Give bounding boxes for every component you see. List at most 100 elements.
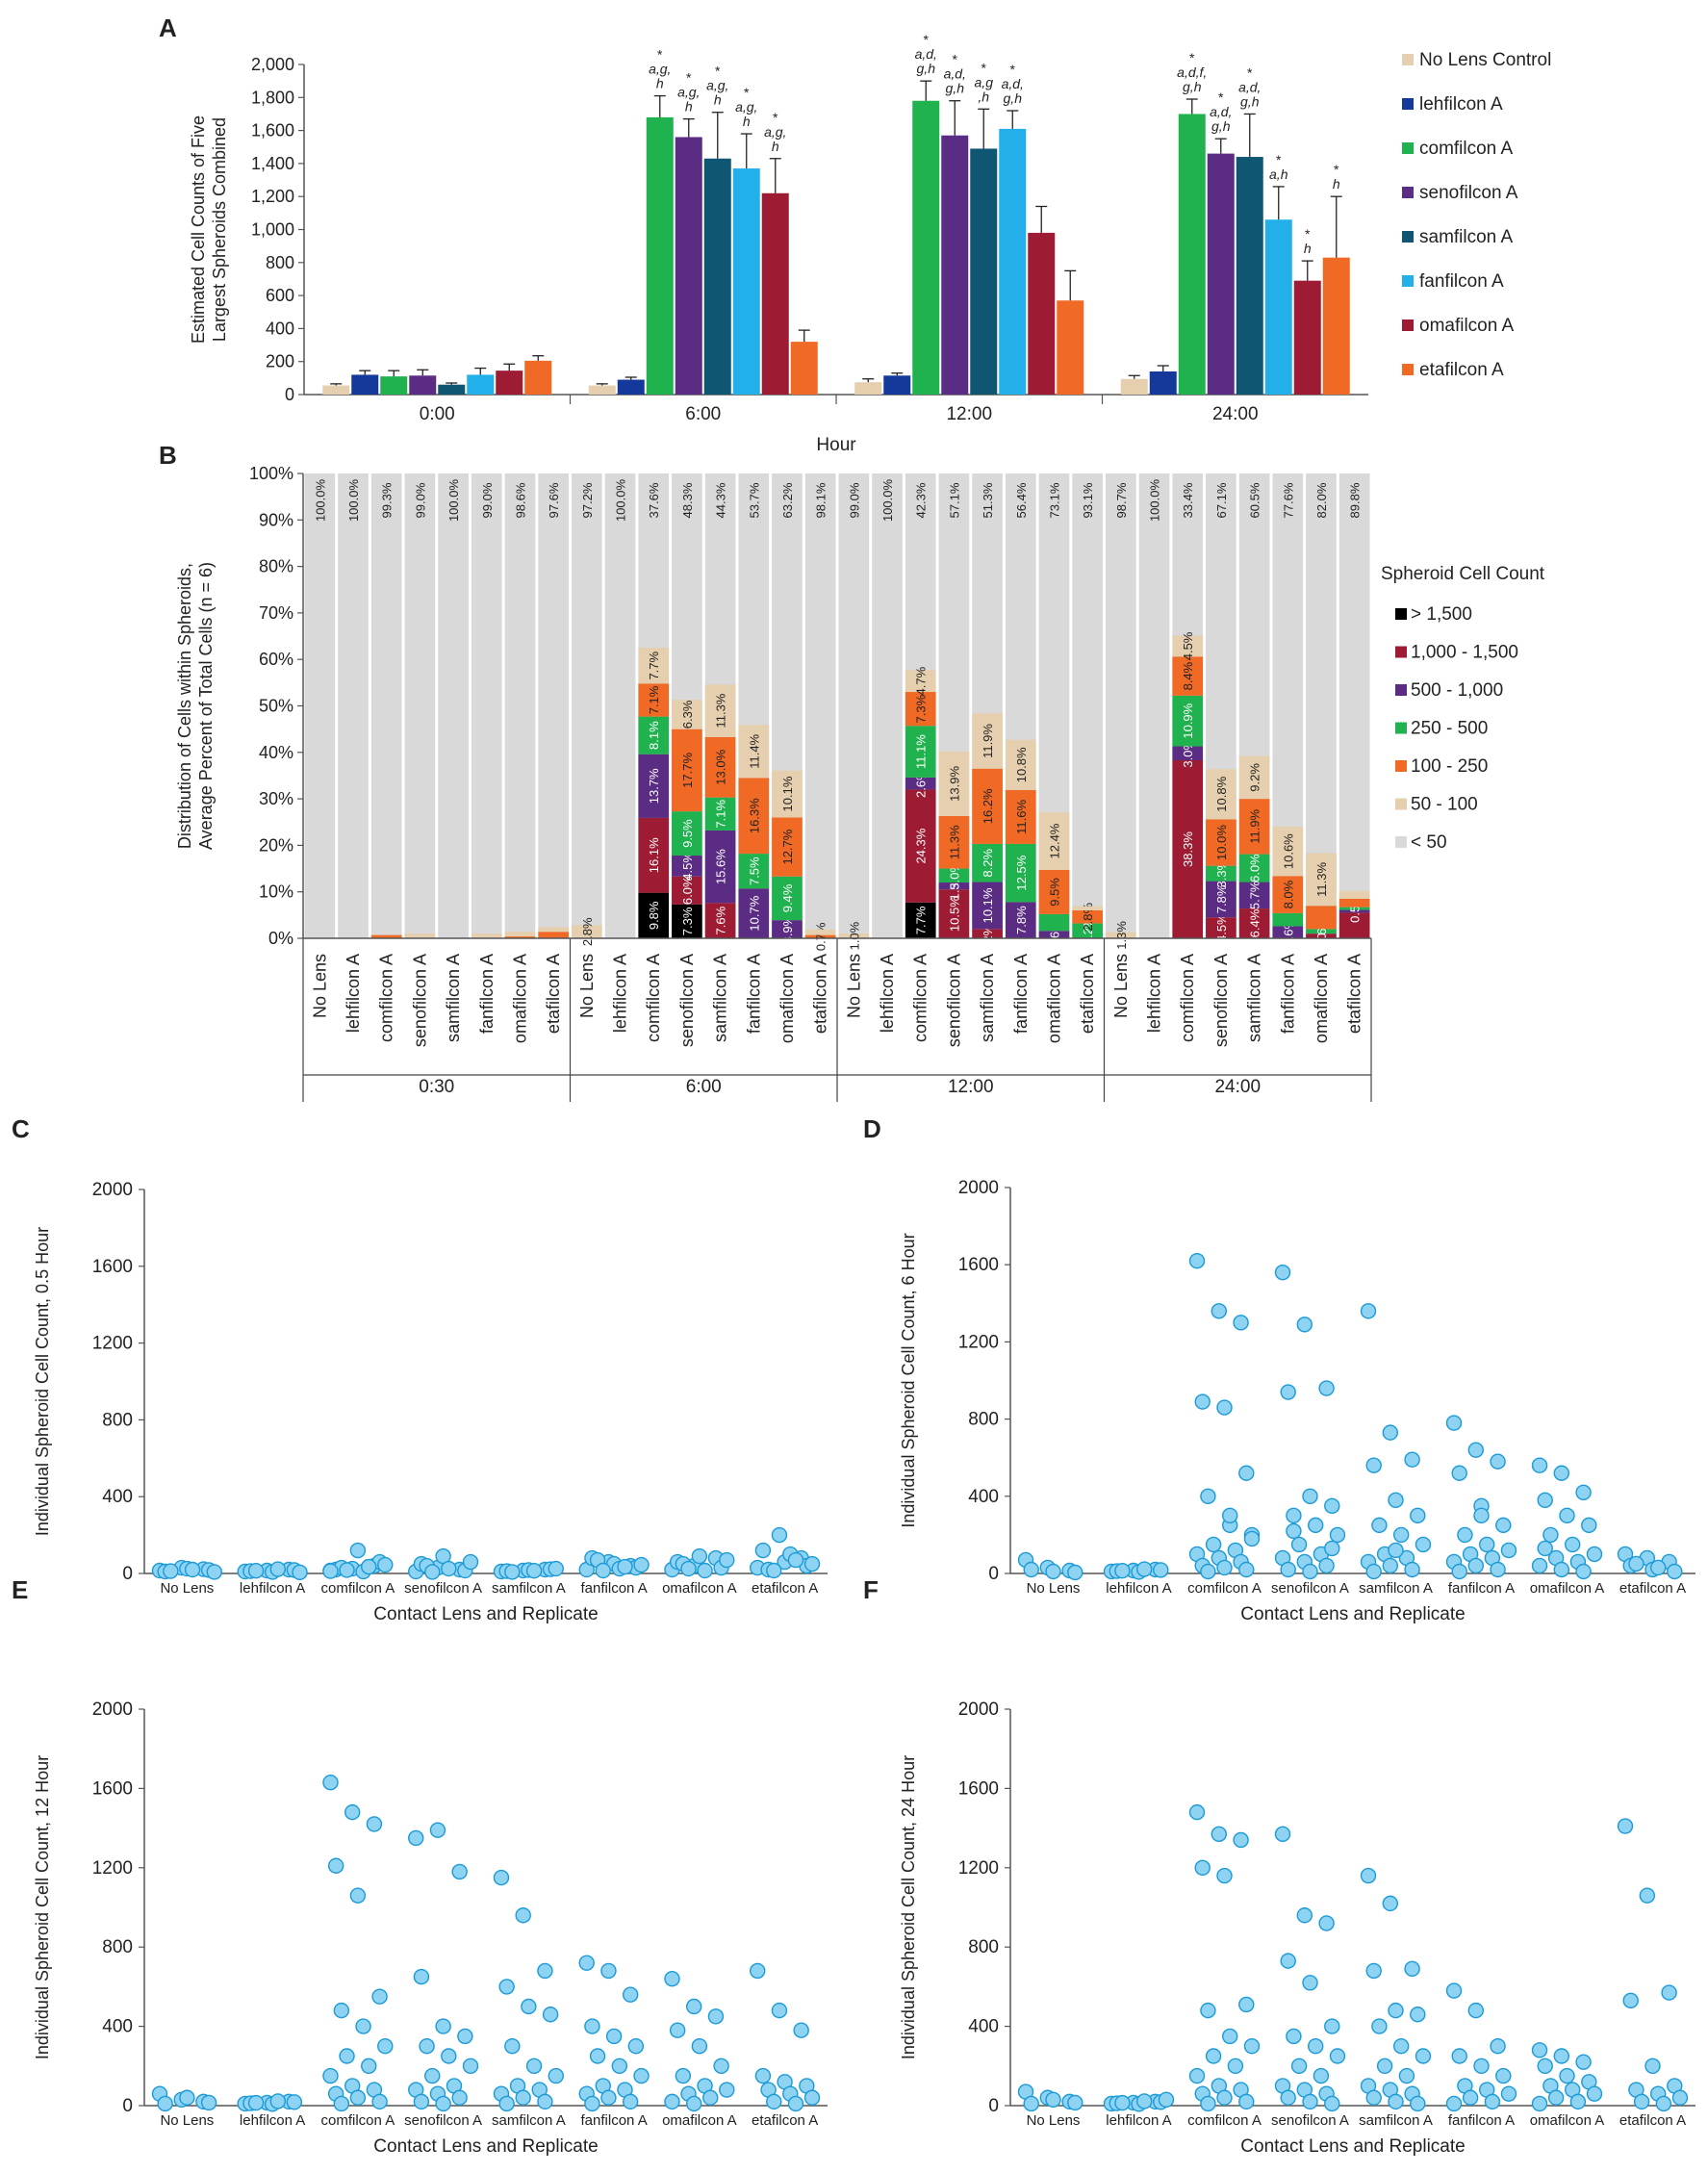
panel-b-bar-segment <box>1338 912 1370 938</box>
panel-c-y-tick-label: 1200 <box>92 1334 133 1354</box>
panel-e-data-point <box>498 2095 515 2112</box>
panel-b-segment-label: 13.0% <box>714 749 728 784</box>
panel-d-data-point <box>1559 1507 1575 1524</box>
panel-f-data-point <box>1569 2093 1587 2110</box>
panel-d-x-tick-label: samfilcon A <box>1359 1580 1433 1597</box>
panel-b-segment-label: 8.1% <box>647 721 661 750</box>
panel-f-data-point <box>1023 2095 1039 2112</box>
panel-b-bar-segment <box>1306 933 1337 938</box>
panel-a-significance-label: a,g, <box>706 78 728 93</box>
panel-b-bar-segment <box>1272 912 1304 927</box>
panel-f-data-point <box>1410 2007 1426 2023</box>
panel-f-data-point <box>1324 2018 1340 2034</box>
panel-a-legend-swatch <box>1402 142 1414 154</box>
panel-c-data-point <box>617 1558 633 1575</box>
panel-e-data-point <box>622 1986 639 2003</box>
panel-b-legend-swatch <box>1395 608 1407 620</box>
panel-b-x-tick-label: lehfilcon A <box>611 954 630 1033</box>
panel-a-bar <box>912 100 940 395</box>
panel-b-bar-segment <box>1272 876 1304 913</box>
panel-a-y-tick-label: 1,200 <box>251 187 294 206</box>
panel-e-data-point <box>344 1803 361 1821</box>
panel-a-significance-label: ,h <box>978 89 989 104</box>
panel-a-y-tick-label: 1,400 <box>251 154 294 173</box>
panel-c-data-point <box>766 1562 782 1579</box>
panel-c-data-point <box>269 1561 287 1577</box>
panel-f-data-point <box>1639 1887 1656 1904</box>
panel-b-bar-segment <box>672 904 702 938</box>
panel-c-data-point <box>803 1555 821 1572</box>
panel-b-bar-segment <box>1338 907 1370 910</box>
panel-f-data-point <box>1462 2089 1479 2106</box>
panel-b-bar-segment <box>404 933 436 938</box>
panel-a-bar <box>1149 371 1177 395</box>
panel-b-bar-segment <box>1206 819 1236 866</box>
panel-b-lt50-label: 73.1% <box>1047 482 1061 518</box>
panel-d-data-point <box>1365 1457 1382 1473</box>
panel-a-bar <box>617 379 645 395</box>
panel-d-data-point <box>1302 1488 1318 1505</box>
panel-a-significance-label: g,h <box>1240 93 1260 109</box>
panel-c-y-tick-label: 800 <box>102 1410 133 1430</box>
panel-b-lt50-label: 60.5% <box>1248 482 1262 518</box>
panel-b-bar-segment <box>1338 909 1370 913</box>
panel-b-bar-segment-lt50 <box>471 473 502 938</box>
panel-d-data-point <box>1200 1563 1216 1580</box>
panel-e-data-point <box>589 2048 606 2064</box>
panel-e-data-point <box>333 2095 350 2112</box>
panel-b-bar-segment <box>638 716 670 754</box>
panel-a-significance-label: a,d, <box>1002 76 1024 91</box>
panel-f-data-point <box>1586 2085 1603 2102</box>
panel-c-data-point <box>361 1558 377 1575</box>
panel-d-data-point <box>1216 1399 1233 1416</box>
panel-e-data-point <box>750 1962 766 1980</box>
panel-c-data-point <box>595 1562 611 1579</box>
panel-e-data-point <box>664 2093 680 2110</box>
panel-a-significance-label: g,h <box>946 81 965 96</box>
panel-e-data-point <box>771 2002 788 2019</box>
panel-c-data-point <box>754 1542 772 1559</box>
panel-b-x-tick-label: samfilcon A <box>444 954 463 1042</box>
panel-b-legend-label: 1,000 - 1,500 <box>1411 643 1518 663</box>
panel-b-bar-segment <box>938 815 970 869</box>
panel-f-data-point <box>1200 2095 1216 2112</box>
panel-e-data-point <box>247 2094 265 2111</box>
panel-f-data-point <box>1500 2085 1517 2102</box>
panel-b-bar-segment <box>972 882 1003 930</box>
panel-e-data-point <box>349 1887 367 1904</box>
panel-d-data-point <box>1360 1303 1377 1319</box>
panel-b-x-tick-label: fanfilcon A <box>477 954 497 1034</box>
panel-c-x-tick-label: etafilcon A <box>752 1580 818 1597</box>
panel-b-x-tick-label: comfilcon A <box>644 954 663 1042</box>
panel-a-significance-label: h <box>714 92 722 108</box>
panel-b-lt50-label: 100.0% <box>614 479 628 523</box>
panel-e-data-point <box>424 2067 441 2084</box>
panel-b-x-tick-label: etafilcon A <box>544 954 563 1034</box>
panel-e-data-point <box>349 2089 367 2106</box>
panel-c-data-point <box>548 1560 564 1577</box>
panel-b-segment-label: 24.3% <box>914 828 929 863</box>
panel-f-data-point <box>1415 2048 1432 2064</box>
panel-f-data-point <box>1371 2018 1388 2034</box>
panel-b-y-tick-label: 70% <box>259 603 293 623</box>
panel-b-x-tick-label: senofilcon A <box>677 954 697 1047</box>
panel-a-bar <box>351 374 379 395</box>
panel-b-segment-label: 7.6% <box>714 906 728 934</box>
panel-a-significance-label: h <box>743 114 751 129</box>
panel-b-bar-segment <box>738 888 770 938</box>
panel-b-lt50-label: 89.8% <box>1348 482 1363 518</box>
panel-f-data-point <box>1398 2067 1415 2084</box>
panel-b-bar-segment <box>638 892 670 938</box>
panel-f-data-point <box>1559 2067 1575 2084</box>
panel-e-data-point <box>515 2089 531 2106</box>
panel-e-data-point <box>322 2067 339 2084</box>
panel-d-data-point <box>1221 1507 1238 1524</box>
panel-a-significance-label: a,d, <box>1238 79 1261 94</box>
panel-f-data-point <box>1221 2028 1238 2045</box>
panel-c-data-point <box>787 1551 804 1569</box>
panel-d-data-point <box>1531 1557 1548 1574</box>
panel-b-y-tick-label: 0% <box>268 929 293 948</box>
panel-f-data-point <box>1575 2054 1592 2070</box>
panel-f-y-tick-label: 400 <box>968 2017 999 2037</box>
panel-a-bar <box>703 158 731 395</box>
